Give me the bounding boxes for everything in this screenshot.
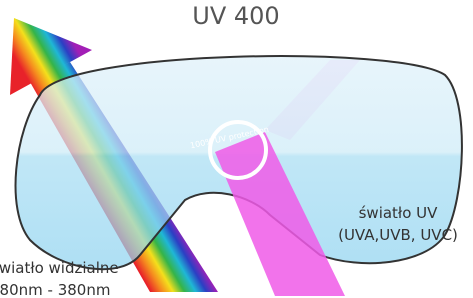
title: UV 400 [192, 2, 279, 30]
visible-name: światło widzialne [0, 259, 119, 277]
uv-types: (UVA,UVB, UVC) [338, 226, 458, 244]
uv-name: światło UV [359, 204, 439, 222]
visible-range: 780nm - 380nm [0, 281, 110, 298]
illustration: UV 400 100% UV protection światło UV (UV… [0, 0, 473, 298]
page: UV 400 100% UV protection światło UV (UV… [0, 0, 473, 298]
